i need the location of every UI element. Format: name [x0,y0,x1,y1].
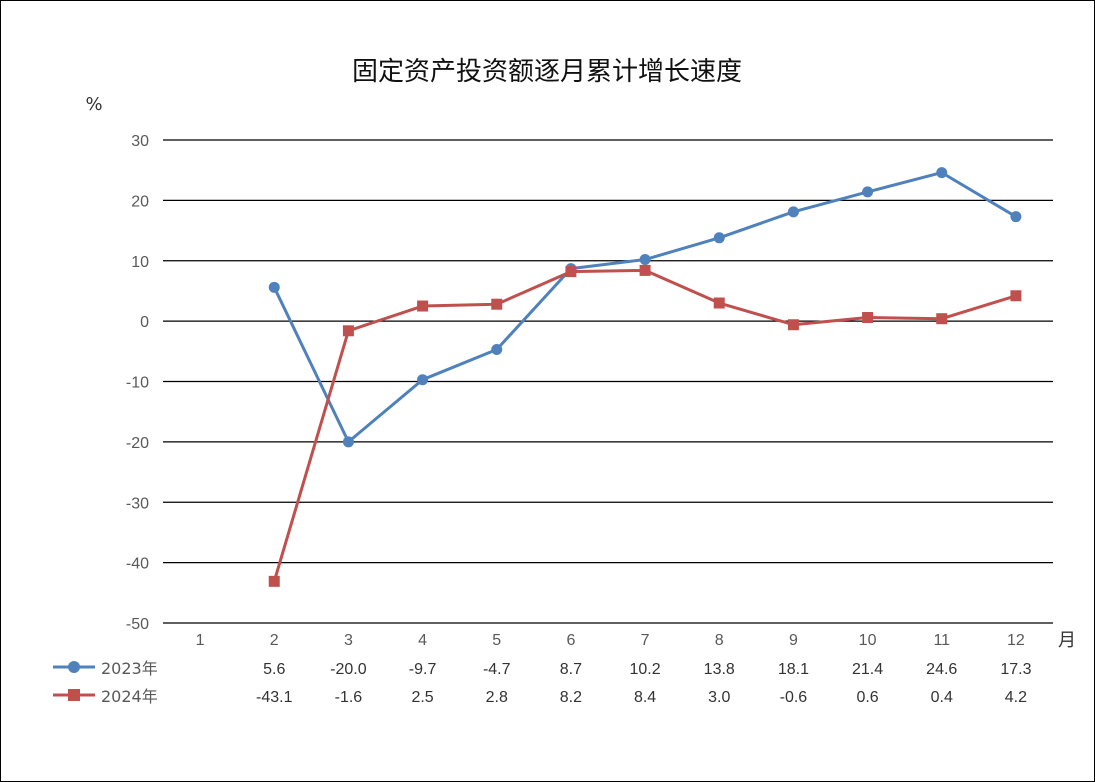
data-point [268,281,280,293]
data-point [787,319,799,331]
x-tick-label: 6 [566,632,575,649]
x-tick-label: 3 [344,632,353,649]
legend-marker-2 [68,689,80,701]
table-value: 18.1 [778,661,809,678]
series-line-1 [272,171,1017,444]
data-point [565,266,577,278]
series-lines [268,167,1022,587]
gridlines [163,139,1053,624]
x-axis-unit: 月 [1058,630,1076,651]
y-tick-label: 10 [131,254,149,271]
y-axis-ticks: 30 20 10 0 -10 -20 -30 -40 -50 [126,133,149,633]
x-tick-label: 11 [933,632,950,649]
table-value: 4.2 [1005,689,1027,706]
y-tick-label: 30 [131,133,149,150]
table-value: -4.7 [483,661,511,678]
x-tick-label: 4 [418,632,427,649]
data-point [862,186,874,198]
x-tick-label: 5 [492,632,501,649]
table-value: 0.4 [931,689,953,706]
y-tick-label: -40 [126,556,149,573]
data-point [417,374,429,386]
table-value: -0.6 [780,689,808,706]
y-tick-label: -20 [126,435,149,452]
table-value: 8.7 [560,661,582,678]
x-axis-ticks: 1 2 3 4 5 6 7 8 9 10 11 12 [196,632,1025,649]
table-value: 21.4 [852,661,883,678]
data-point [1010,211,1022,223]
table-value: -9.7 [409,661,437,678]
data-point [1010,290,1022,302]
y-tick-label: -30 [126,495,149,512]
data-point [342,436,354,448]
table-value: -1.6 [335,689,363,706]
data-point [936,313,948,325]
data-point [491,298,503,310]
data-point [639,264,651,276]
y-tick-label: 0 [140,314,149,331]
data-point [936,167,948,179]
data-point [713,297,725,309]
table-value: 8.4 [634,689,656,706]
table-value: 24.6 [926,661,957,678]
x-tick-label: 9 [789,632,798,649]
table-value: -43.1 [256,689,293,706]
table-value: 2.8 [486,689,508,706]
y-tick-label: -10 [126,375,149,392]
table-value: -20.0 [330,661,367,678]
table-value: 3.0 [708,689,730,706]
y-axis-unit: % [85,94,102,115]
x-tick-label: 12 [1007,632,1025,649]
x-tick-label: 10 [859,632,877,649]
x-tick-label: 1 [196,632,205,649]
data-point [268,575,280,587]
table-value: 2.5 [411,689,433,706]
y-tick-label: -50 [126,616,149,633]
data-point [639,254,651,266]
legend-label-1: 2023年 [101,659,158,678]
data-point [417,300,429,312]
table-value: 8.2 [560,689,582,706]
table-value: 0.6 [856,689,878,706]
x-tick-label: 8 [715,632,724,649]
data-point [491,344,503,356]
table-value: 13.8 [704,661,735,678]
data-point [862,312,874,324]
legend-label-2: 2024年 [101,687,158,706]
chart-title: 固定资产投资额逐月累计增长速度 [352,57,742,87]
table-value: 17.3 [1000,661,1031,678]
table-value: 5.6 [263,661,285,678]
data-point [787,206,799,218]
x-tick-label: 7 [641,632,650,649]
data-table: 2023年 5.6 -20.0 -9.7 -4.7 8.7 10.2 13.8 18.1 21.4… [53,659,1032,706]
data-point [342,325,354,337]
table-value: 10.2 [630,661,661,678]
x-tick-label: 2 [270,632,279,649]
data-point [713,232,725,244]
legend-marker-1 [68,661,80,673]
y-tick-label: 20 [131,193,149,210]
series-line-2 [272,268,1017,582]
